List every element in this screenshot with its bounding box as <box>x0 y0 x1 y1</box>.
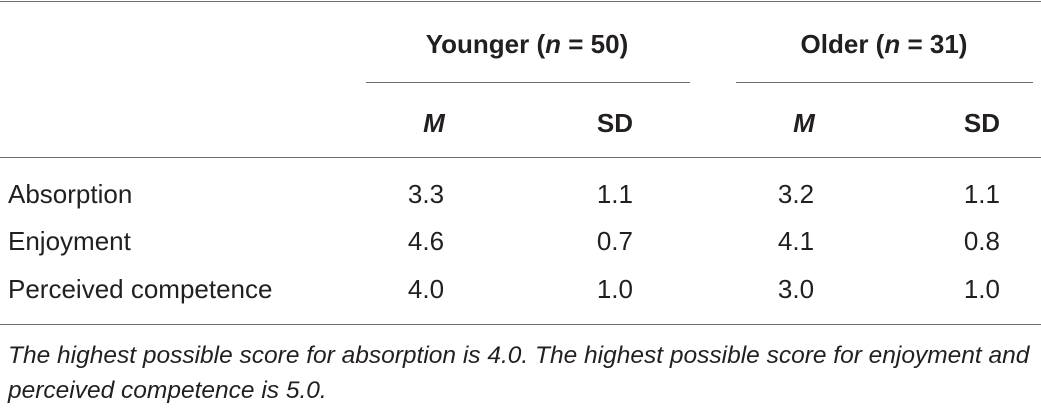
group-header-older: Older (n = 31) <box>800 29 968 59</box>
subheader-younger-mean: M <box>423 108 445 138</box>
group-rule-younger <box>366 82 690 83</box>
row-label-absorption: Absorption <box>8 179 133 209</box>
group-header-younger: Younger (n = 50) <box>425 29 629 59</box>
cell-enjoyment-older-sd: 0.8 <box>963 226 1000 256</box>
row-label-enjoyment: Enjoyment <box>8 226 131 256</box>
subheader-younger-sd: SD <box>596 108 633 138</box>
row-label-perceived-competence: Perceived competence <box>8 274 273 304</box>
cell-competence-younger-sd: 1.0 <box>596 274 633 304</box>
group-rule-older <box>736 82 1033 83</box>
n-value: = 50 <box>561 29 620 59</box>
cell-absorption-younger-sd: 1.1 <box>596 179 633 209</box>
cell-competence-older-sd: 1.0 <box>963 274 1000 304</box>
subheader-older-sd: SD <box>963 108 1000 138</box>
body-bottom-rule <box>0 324 1041 325</box>
top-rule <box>0 1 1041 2</box>
header-bottom-rule <box>0 157 1041 158</box>
cell-absorption-older-sd: 1.1 <box>963 179 1000 209</box>
n-symbol: n <box>884 29 901 59</box>
cell-competence-older-mean: 3.0 <box>777 274 815 304</box>
group-label: Older <box>800 29 869 59</box>
table-footnote: The highest possible score for absorptio… <box>8 342 1030 404</box>
subheader-older-mean: M <box>793 108 815 138</box>
cell-enjoyment-older-mean: 4.1 <box>777 226 815 256</box>
n-value: = 31 <box>900 29 959 59</box>
cell-enjoyment-younger-mean: 4.6 <box>407 226 445 256</box>
cell-enjoyment-younger-sd: 0.7 <box>596 226 633 256</box>
group-label: Younger <box>425 29 530 59</box>
cell-absorption-older-mean: 3.2 <box>777 179 815 209</box>
cell-competence-younger-mean: 4.0 <box>407 274 445 304</box>
cell-absorption-younger-mean: 3.3 <box>407 179 445 209</box>
n-symbol: n <box>545 29 562 59</box>
